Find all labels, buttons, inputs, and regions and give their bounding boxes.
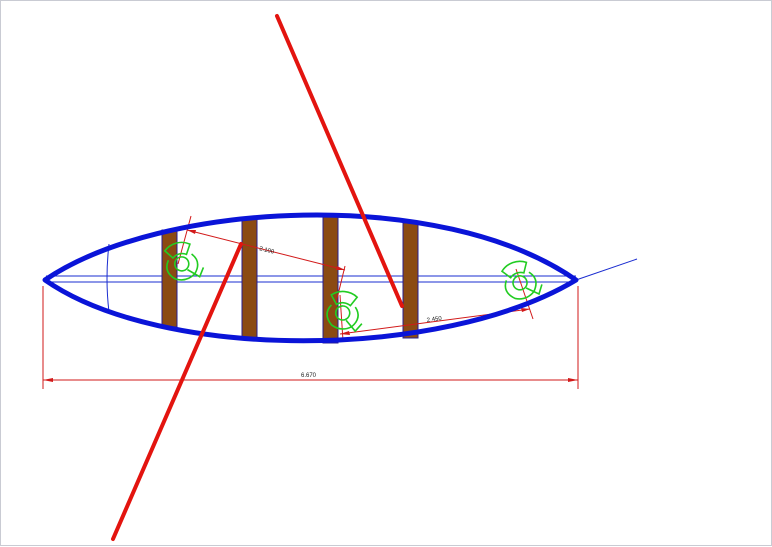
hull-outline — [42, 212, 579, 344]
seats — [161, 216, 419, 344]
seat-4 — [402, 222, 419, 339]
station-spacing-1-label: 2.100 — [259, 246, 276, 256]
red-pointer-line-upper — [275, 14, 404, 308]
overall-length-dimension: 6.670 — [42, 286, 579, 389]
station-spacing-dimension-1: 2.100 — [177, 215, 346, 304]
paddler-top-view-icon — [326, 290, 363, 333]
paddler-top-view-icon — [500, 260, 543, 300]
paddler-top-view-icon — [163, 241, 205, 281]
seat-2 — [241, 217, 258, 341]
centerline — [46, 243, 638, 313]
bow-axis-extension — [575, 258, 638, 281]
overall-length-label: 6.670 — [301, 373, 317, 379]
station-spacing-2-label: 2.450 — [426, 316, 442, 324]
red-pointer-line-lower — [111, 242, 243, 541]
stern-bulkhead-line — [106, 243, 110, 313]
